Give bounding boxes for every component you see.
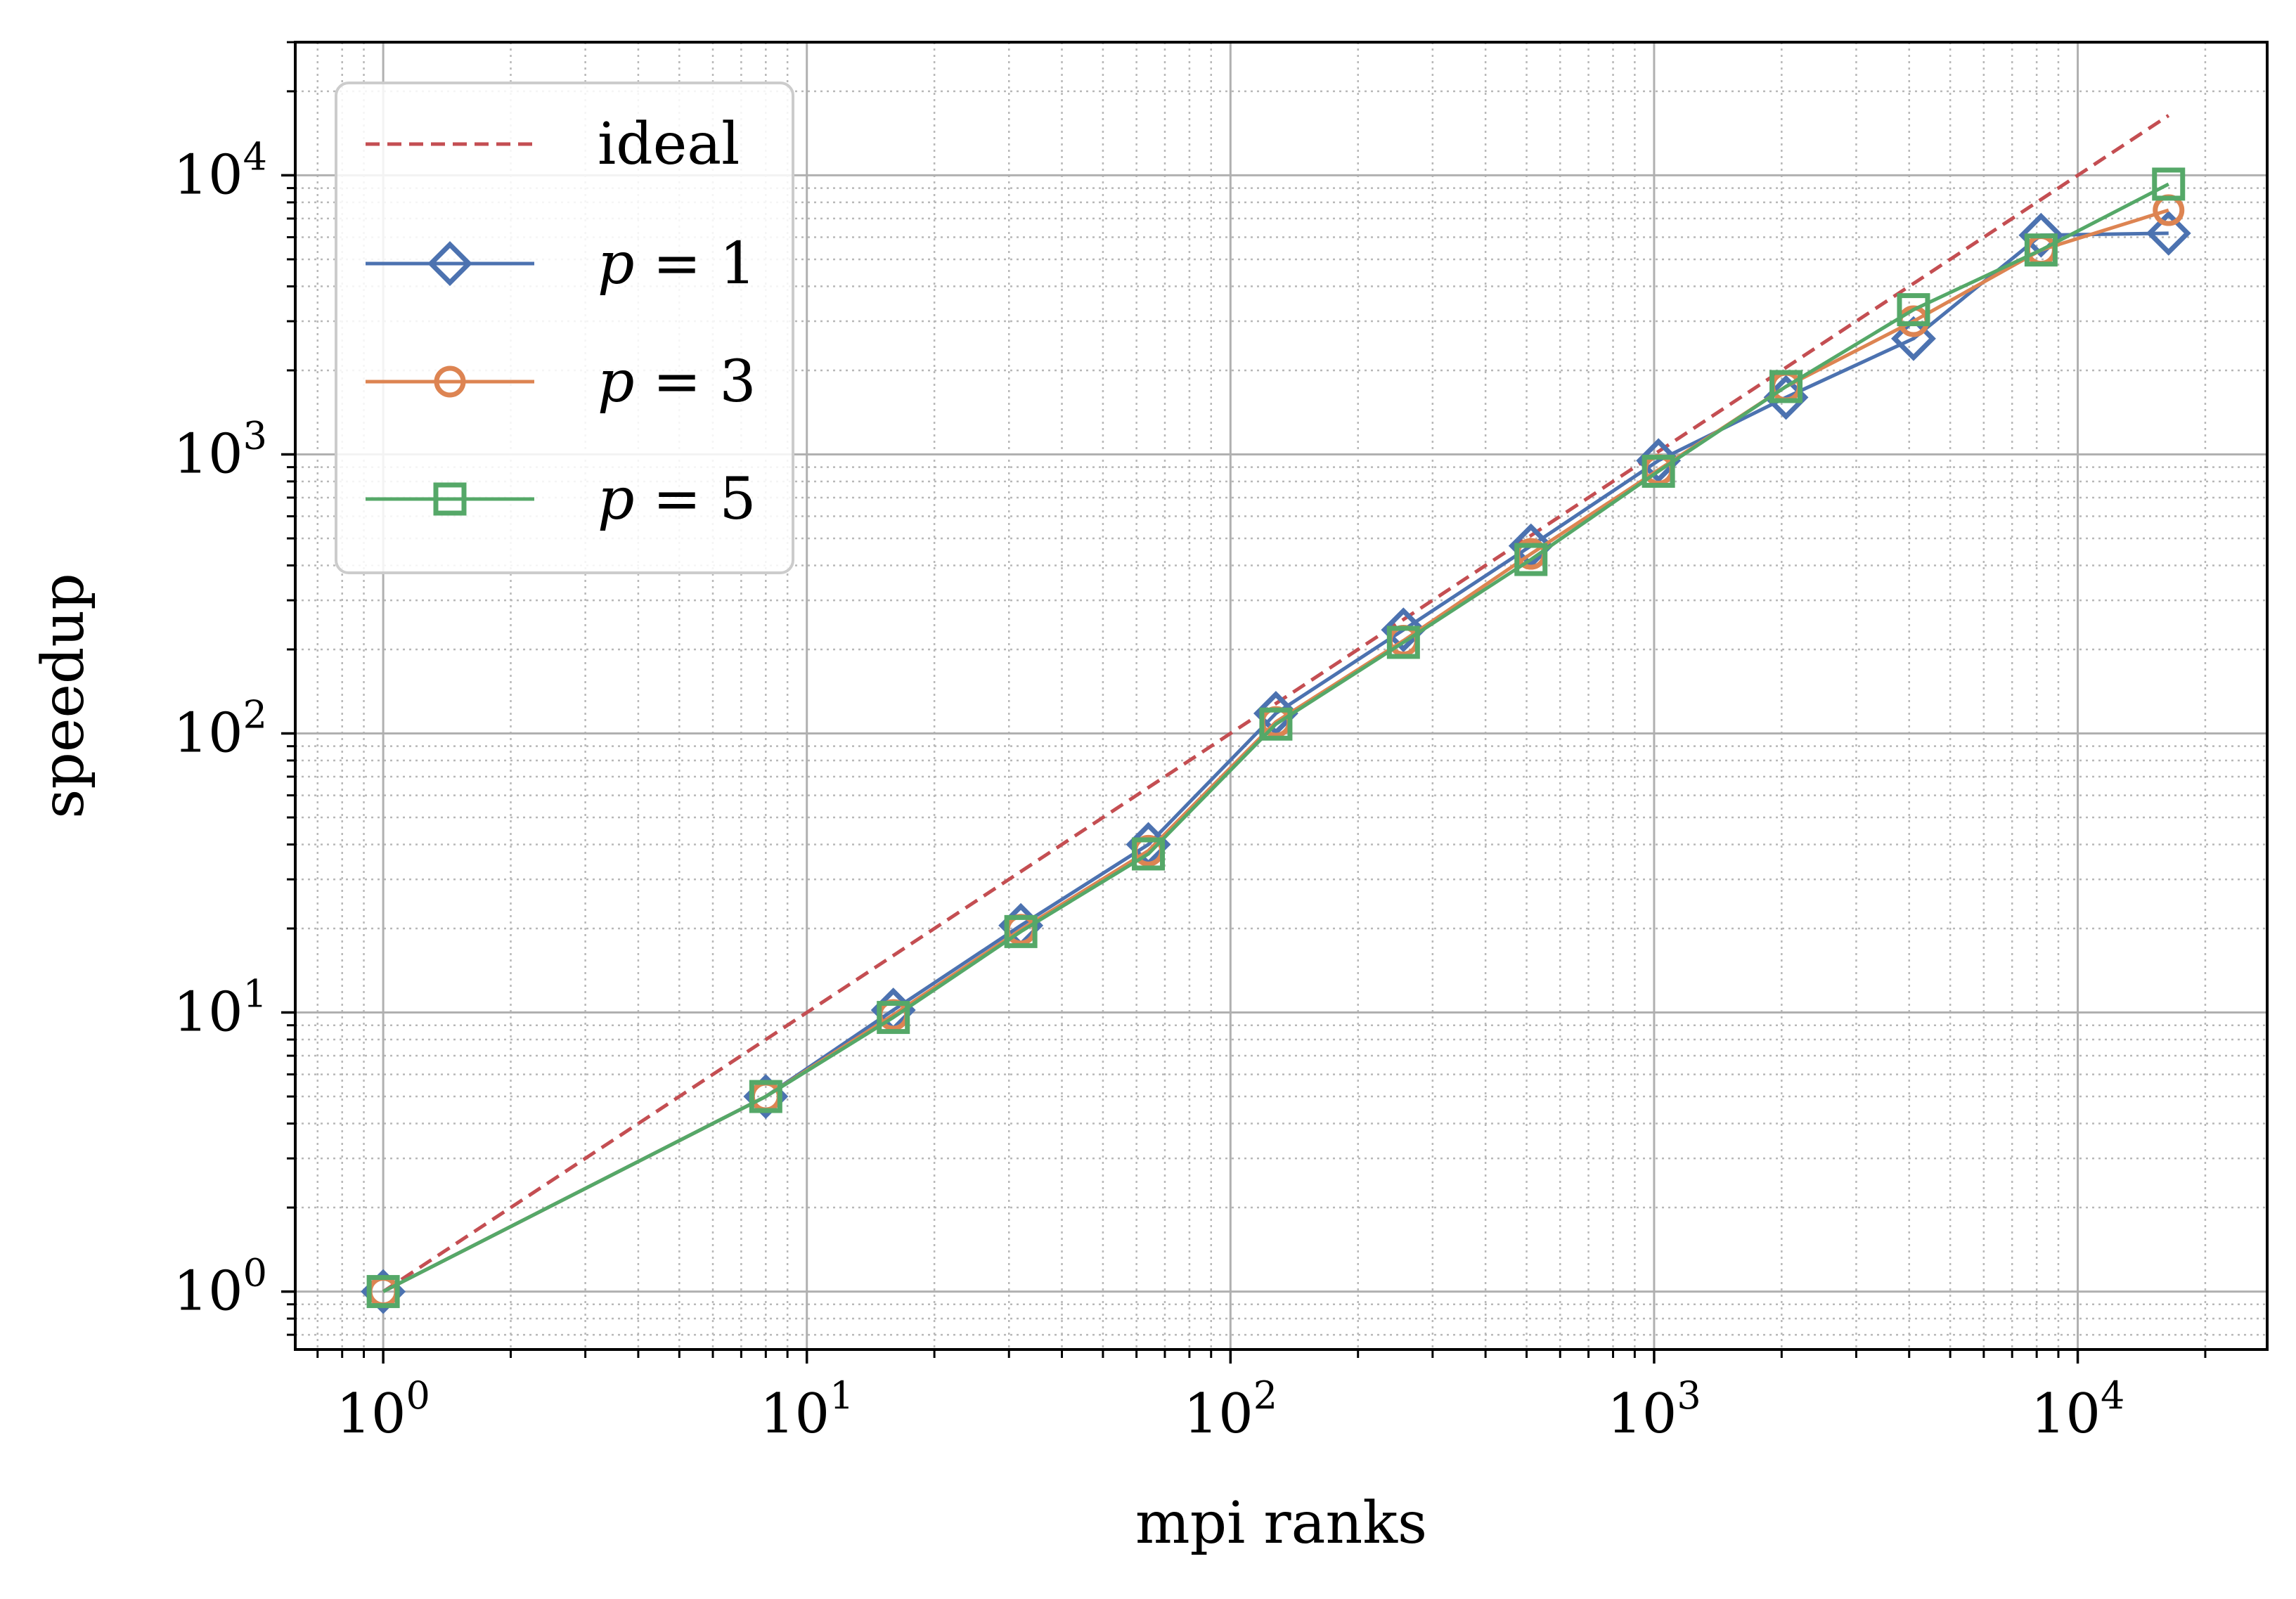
legend-entry: p = 5 [366,466,756,533]
legend: ideal p = 1 p = 3 p = 5 [335,82,794,574]
x-axis-title: mpi ranks [1135,1490,1427,1557]
series-layer [361,114,2191,1314]
series-line [382,114,2170,1293]
plot-frame [294,41,2269,1351]
data-point [2018,212,2064,258]
data-point [2146,210,2191,256]
series-line [382,182,2169,1293]
legend-label: p = 5 [598,466,756,533]
data-point [1897,293,1930,327]
legend-entry: p = 3 [366,349,756,415]
x-tick-label: 103 [1607,1373,1701,1446]
series-ideal [382,114,2170,1293]
data-point [1769,370,1803,403]
data-point [366,1275,400,1309]
y-tick-label: 102 [173,693,267,765]
data-point [1132,837,1166,871]
data-point [1642,454,1675,488]
data-point [749,1080,782,1113]
x-tick-label: 101 [760,1373,854,1446]
legend-label: p = 1 [598,231,756,297]
data-point [2024,233,2058,267]
data-point [1381,607,1426,653]
legend-marker [434,365,466,398]
data-point [1636,438,1682,484]
legend-label: p = 3 [598,349,756,415]
legend-label: ideal [598,111,740,178]
y-tick-label: 103 [173,413,267,486]
data-point [1259,707,1293,741]
y-axis-title: speedup [30,573,97,818]
x-tick-label: 100 [336,1373,430,1446]
minor-grid [295,41,2267,1349]
x-tick-label: 102 [1184,1373,1278,1446]
data-point [2152,167,2186,201]
legend-entry: p = 1 [366,231,756,297]
data-point [877,1001,910,1035]
data-point [1004,914,1038,948]
legend-entry: ideal [366,111,740,178]
series-p-5 [366,167,2186,1309]
data-point [1253,691,1298,736]
y-tick-label: 101 [173,972,267,1044]
data-point [1890,316,1936,361]
y-tick-label: 104 [173,134,267,207]
x-tick-label: 104 [2031,1373,2125,1446]
legend-marker [433,482,467,516]
legend-box [335,82,794,574]
y-tick-label: 100 [173,1251,267,1323]
legend-marker [427,241,472,286]
axis-ticks [281,41,2207,1364]
data-point [1514,543,1548,576]
tick-labels: 100 101 102 103 104 100 101 102 103 104 [173,134,2124,1446]
data-point [1386,626,1420,659]
